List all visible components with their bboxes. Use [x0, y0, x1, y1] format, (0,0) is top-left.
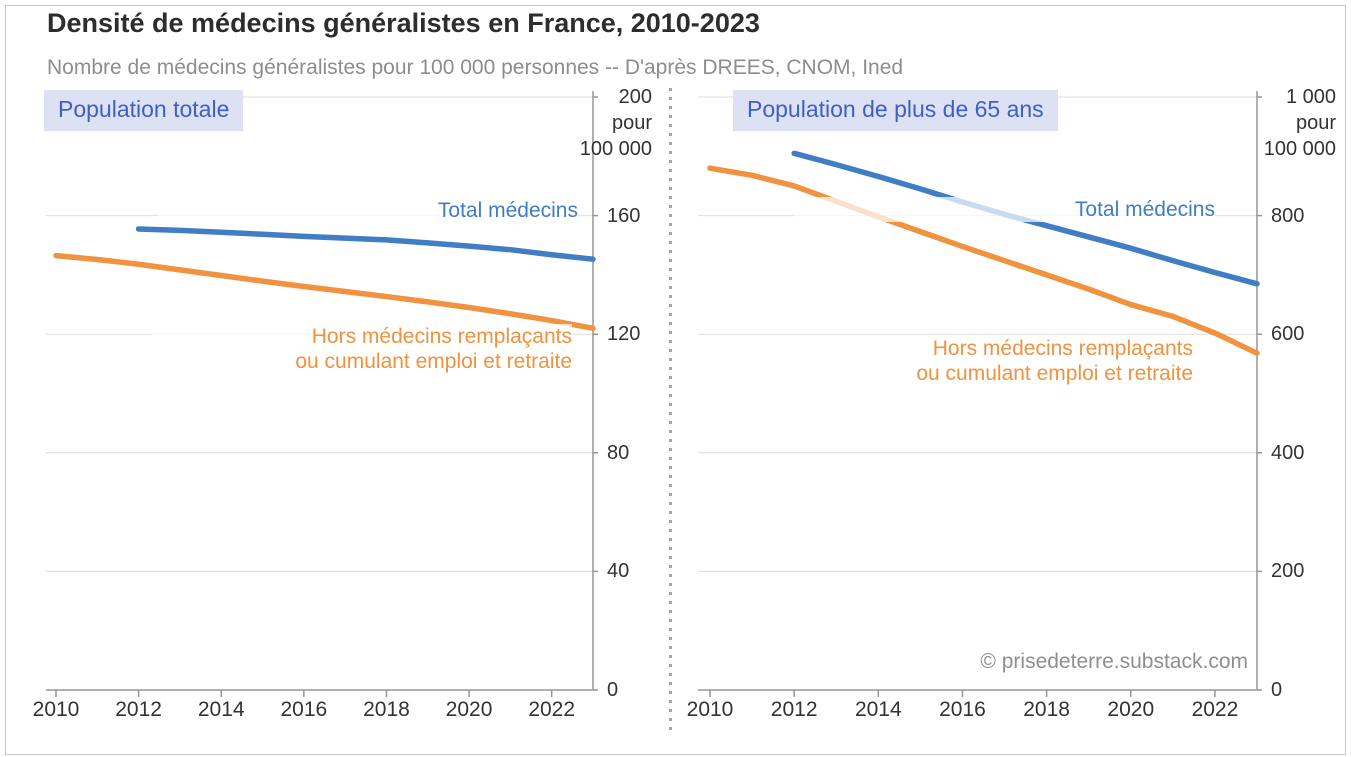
y-tick-label: 160 [607, 204, 641, 227]
y-axis-unit-label: pour [1295, 112, 1336, 134]
y-tick-label: 120 [607, 323, 641, 346]
y-axis-unit-label: 100 000 [1263, 138, 1336, 160]
panel-divider-dotted-line [669, 88, 672, 734]
series-line-hors-remplacants [53, 252, 596, 332]
x-tick-label: 2016 [280, 698, 328, 721]
series-label-line: Hors médecins remplaçants [311, 325, 572, 348]
x-tick-label: 2018 [363, 698, 410, 721]
series-line-total-medecins [135, 226, 596, 262]
y-tick-label: 400 [1271, 441, 1305, 464]
series-label-line: ou cumulant emploi et retraite [295, 350, 572, 373]
y-tick-label: 0 [1271, 679, 1283, 701]
y-tick-label: 600 [1271, 323, 1305, 346]
series-line-hors-remplacants [707, 165, 1260, 356]
y-tick-label: 40 [607, 560, 630, 583]
y-axis-unit-label: 100 000 [579, 138, 652, 160]
y-axis-unit-block: 200 pour 100 000 [482, 84, 652, 162]
series-label-line: Total médecins [437, 199, 578, 222]
x-tick-label: 2022 [1191, 698, 1239, 721]
series-label-hors-remplacants: Hors médecins remplaçants ou cumulant emp… [773, 336, 1193, 386]
page-subtitle: Nombre de médecins généralistes pour 100… [47, 56, 904, 79]
series-label-line: Total médecins [1074, 198, 1215, 221]
watermark-credit: © prisedeterre.substack.com [980, 650, 1248, 673]
series-label-total-medecins: Total médecins [795, 197, 1215, 222]
y-tick-label: 200 [1271, 560, 1305, 583]
y-axis-max-label: 1 000 [1285, 86, 1336, 108]
y-axis-unit-label: pour [611, 112, 652, 134]
x-tick-label: 2022 [528, 698, 576, 721]
y-tick-label: 800 [1271, 204, 1305, 227]
page-title: Densité de médecins généralistes en Fran… [47, 8, 760, 38]
x-tick-label: 2014 [854, 698, 902, 721]
panel-label-population-65plus: Population de plus de 65 ans [733, 90, 1058, 131]
series-label-hors-remplacants: Hors médecins remplaçants ou cumulant emp… [152, 324, 572, 374]
x-tick-label: 2012 [115, 698, 162, 721]
series-label-line: Hors médecins remplaçants [932, 337, 1193, 360]
x-tick-label: 2020 [1107, 698, 1155, 721]
x-tick-label: 2014 [197, 698, 245, 721]
series-label-line: ou cumulant emploi et retraite [916, 362, 1193, 385]
x-tick-label: 2012 [770, 698, 818, 721]
x-tick-label: 2018 [1023, 698, 1070, 721]
x-tick-label: 2020 [445, 698, 493, 721]
panel-label-population-totale: Population totale [44, 90, 244, 131]
y-tick-label: 0 [607, 679, 619, 701]
x-tick-label: 2010 [686, 698, 734, 721]
series-label-total-medecins: Total médecins [158, 198, 578, 223]
y-tick-label: 80 [607, 441, 630, 464]
x-tick-label: 2016 [939, 698, 986, 721]
y-axis-unit-block: 1 000 pour 100 000 [1166, 84, 1336, 162]
y-axis-max-label: 200 [618, 86, 652, 108]
x-tick-label: 2010 [32, 698, 80, 721]
